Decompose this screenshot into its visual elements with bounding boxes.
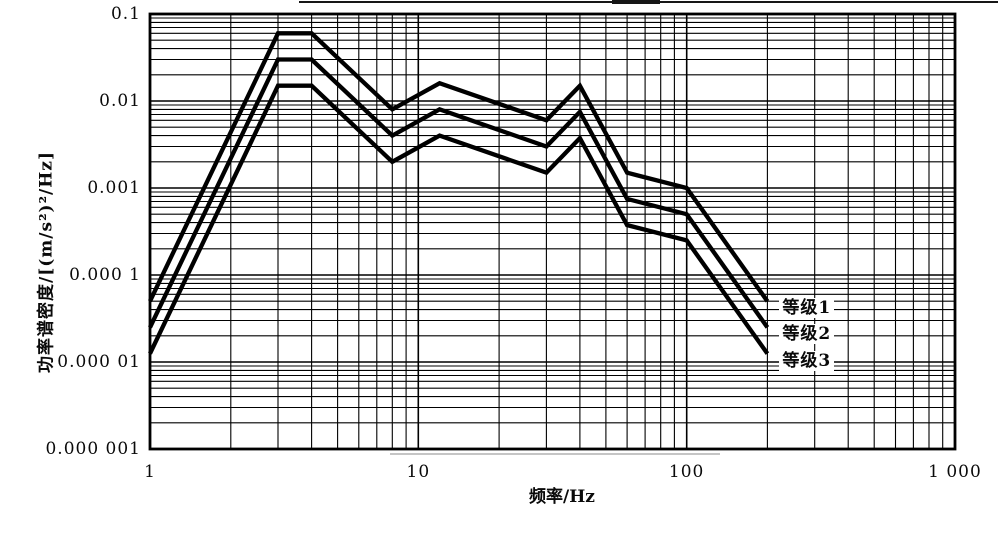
y-tick-label: 0.01 <box>99 91 141 111</box>
y-tick-label: 0.000 1 <box>69 265 141 285</box>
x-tick-label: 1 000 <box>928 462 982 482</box>
scan-artifact-under-axis <box>390 453 720 455</box>
series-label-1: 等级1 <box>779 298 835 319</box>
series-label-3: 等级3 <box>779 350 835 371</box>
x-axis-title: 频率/Hz <box>529 487 595 507</box>
y-tick-label: 0.000 001 <box>45 439 141 459</box>
x-tick-label: 10 <box>406 462 431 482</box>
y-axis-title: 功率谱密度/[(m/s²)²/Hz] <box>36 151 57 373</box>
x-tick-label: 100 <box>668 462 705 482</box>
y-tick-label: 0.1 <box>110 4 141 24</box>
series-label-2: 等级2 <box>779 324 835 345</box>
y-tick-label: 0.001 <box>87 178 141 198</box>
x-tick-label: 1 <box>144 462 156 482</box>
scan-artifact-top-mark <box>612 0 660 4</box>
y-tick-label: 0.000 01 <box>57 352 141 372</box>
